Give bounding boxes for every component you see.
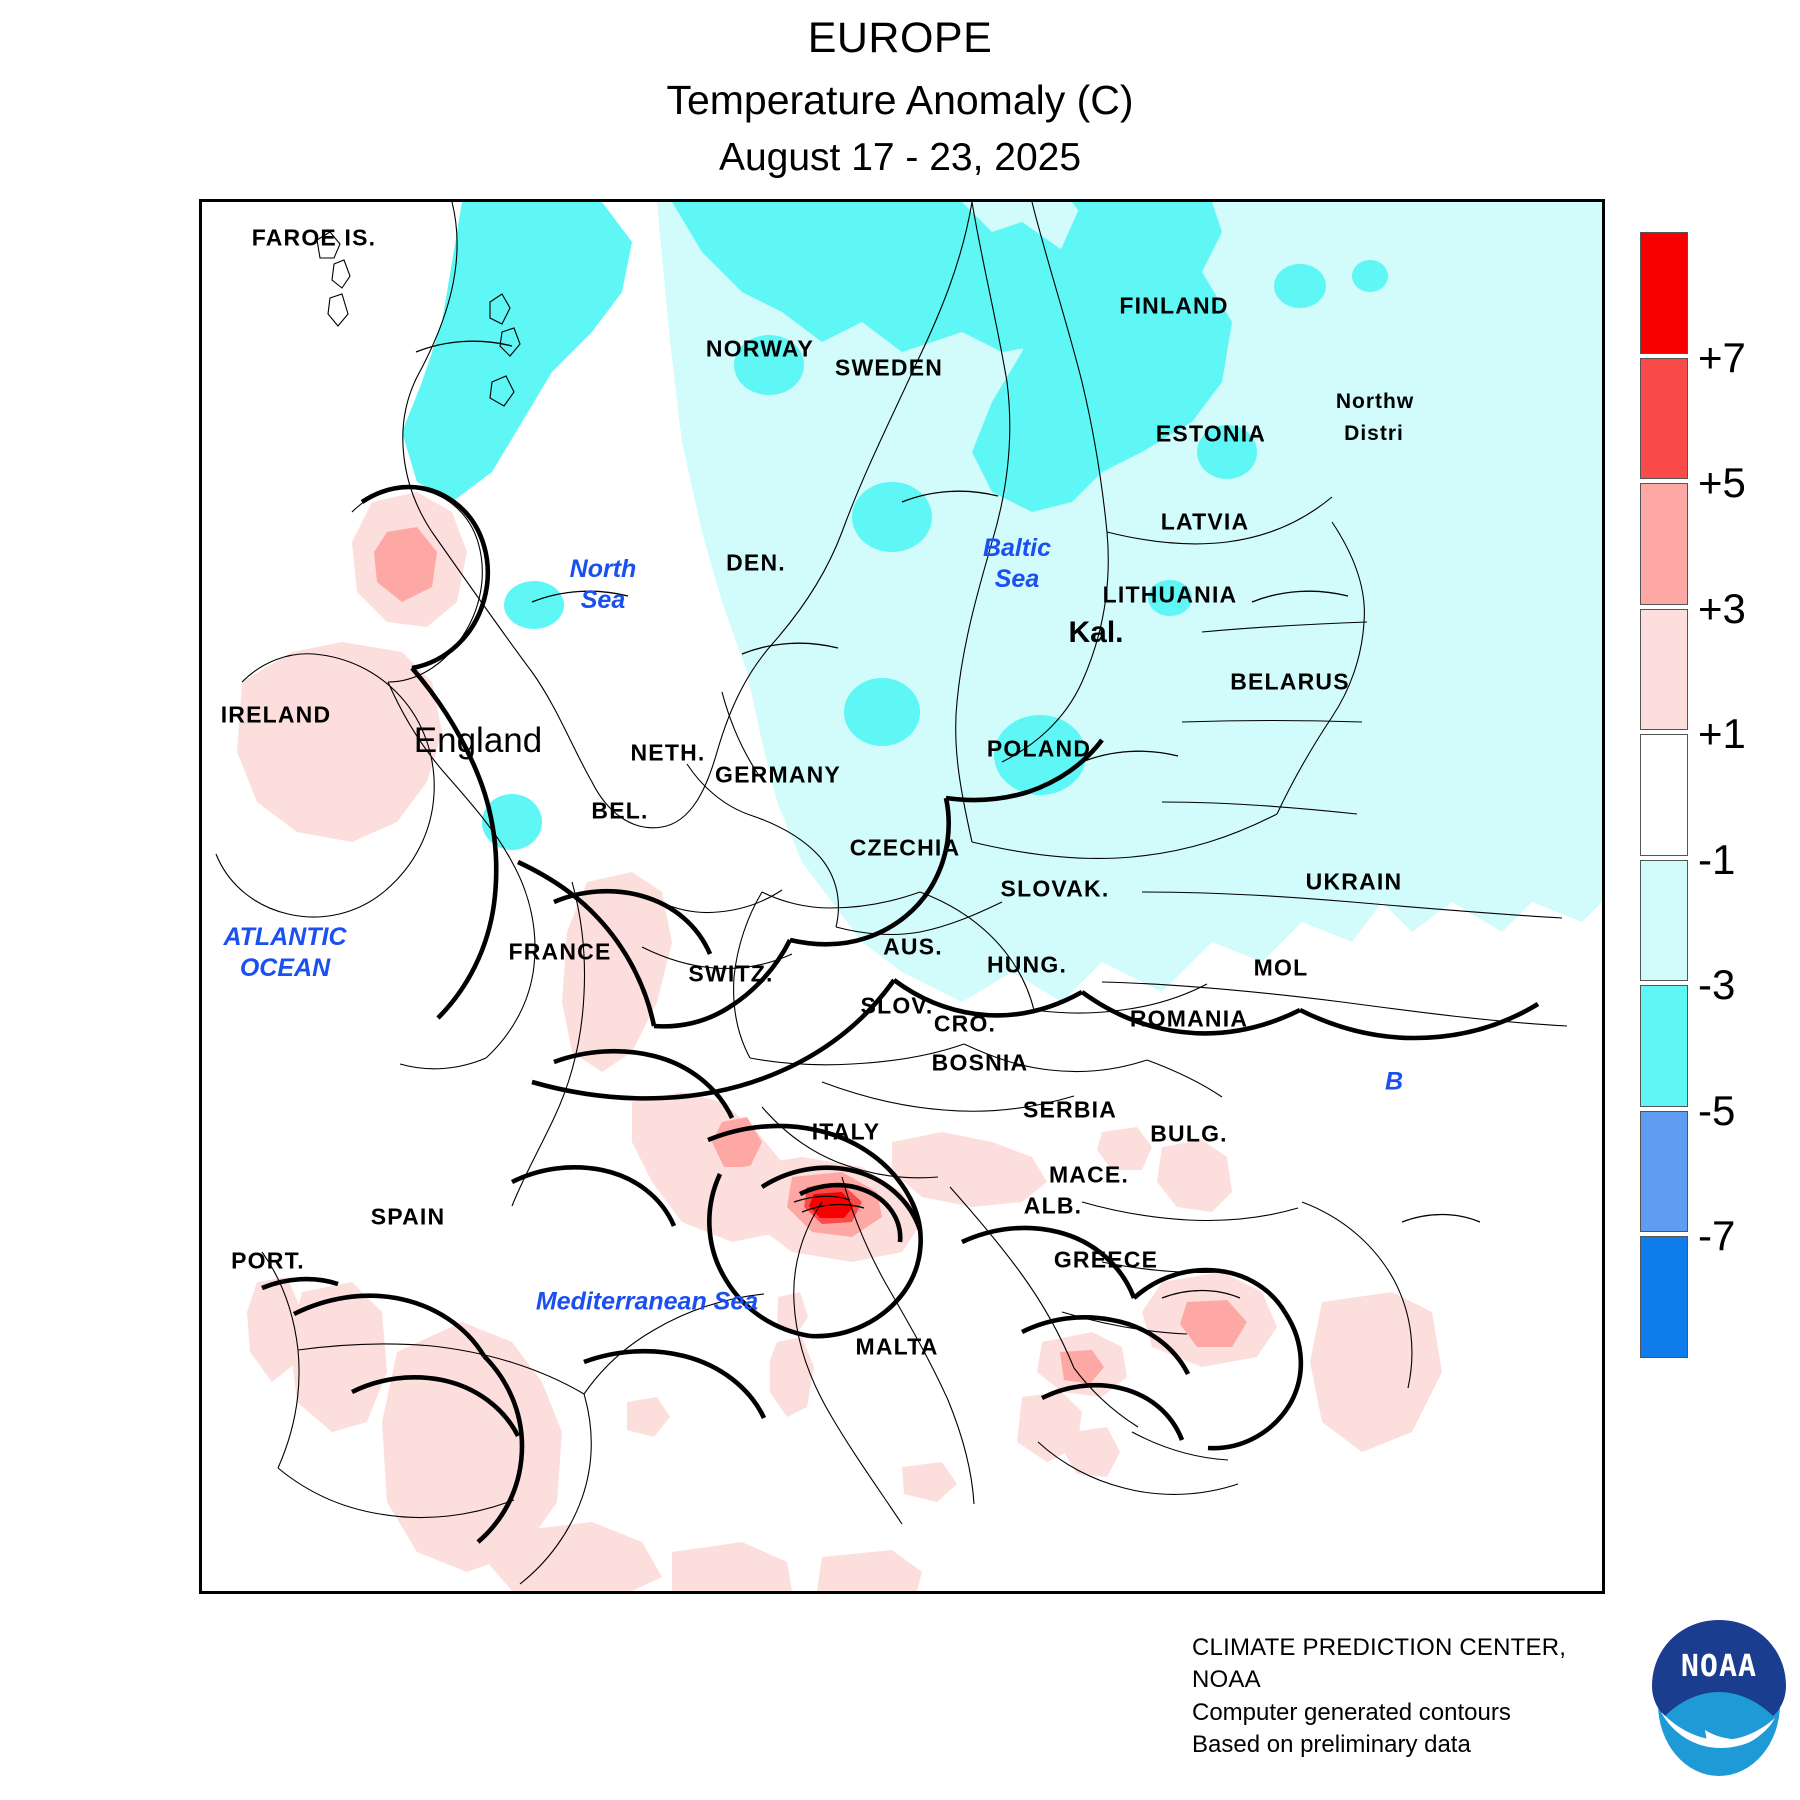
colorbar-band-0: [1640, 232, 1688, 354]
footer-line-3: Based on preliminary data: [1192, 1731, 1471, 1759]
colorbar-tick-5: -3: [1698, 961, 1736, 1009]
colorbar-band-4: [1640, 734, 1688, 856]
temperature-anomaly-colorbar[interactable]: +7 +5 +3 +1 -1 -3 -5 -7: [1640, 232, 1746, 1362]
map-frame[interactable]: .n1{fill:#d2fbfb} /* -3..-1 */ .n3{fill:…: [199, 199, 1605, 1594]
colorbar-band-2: [1640, 483, 1688, 605]
map-borders: [215, 202, 1568, 1585]
title-block: EUROPE Temperature Anomaly (C) August 17…: [0, 0, 1800, 180]
colorbar-band-7: [1640, 1110, 1688, 1233]
colorbar-band-5: [1640, 859, 1688, 982]
colorbar-tick-1: +5: [1698, 459, 1746, 507]
colorbar-band-3: [1640, 608, 1688, 731]
colorbar-band-8: [1640, 1236, 1688, 1358]
colorbar-tick-2: +3: [1698, 584, 1746, 632]
colorbar-tick-6: -5: [1698, 1086, 1736, 1134]
colorbar-band-6: [1640, 985, 1688, 1107]
colorbar-tick-0: +7: [1698, 333, 1746, 381]
anomaly-fill-warm: [237, 492, 1442, 1591]
page-date-range: August 17 - 23, 2025: [718, 136, 1082, 179]
footer-credits: CLIMATE PREDICTION CENTER, NOAA Computer…: [1192, 1632, 1622, 1762]
page-subtitle: Temperature Anomaly (C): [666, 77, 1134, 123]
colorbar-tick-4: -1: [1698, 835, 1736, 883]
footer-line-2: Computer generated contours: [1192, 1698, 1511, 1726]
noaa-logo: NOAA: [1652, 1620, 1786, 1776]
colorbar-band-1: [1640, 357, 1688, 480]
contour-lines: [261, 340, 1540, 1544]
footer-line-1: CLIMATE PREDICTION CENTER, NOAA: [1192, 1634, 1567, 1694]
noaa-logo-text: NOAA: [1681, 1649, 1757, 1684]
colorbar-tick-3: +1: [1698, 710, 1746, 758]
page-title: EUROPE: [807, 14, 993, 62]
anomaly-fill-cool: [402, 202, 1602, 1002]
temperature-anomaly-map: .n1{fill:#d2fbfb} /* -3..-1 */ .n3{fill:…: [215, 202, 1602, 1591]
colorbar-tick-7: -7: [1698, 1212, 1736, 1260]
